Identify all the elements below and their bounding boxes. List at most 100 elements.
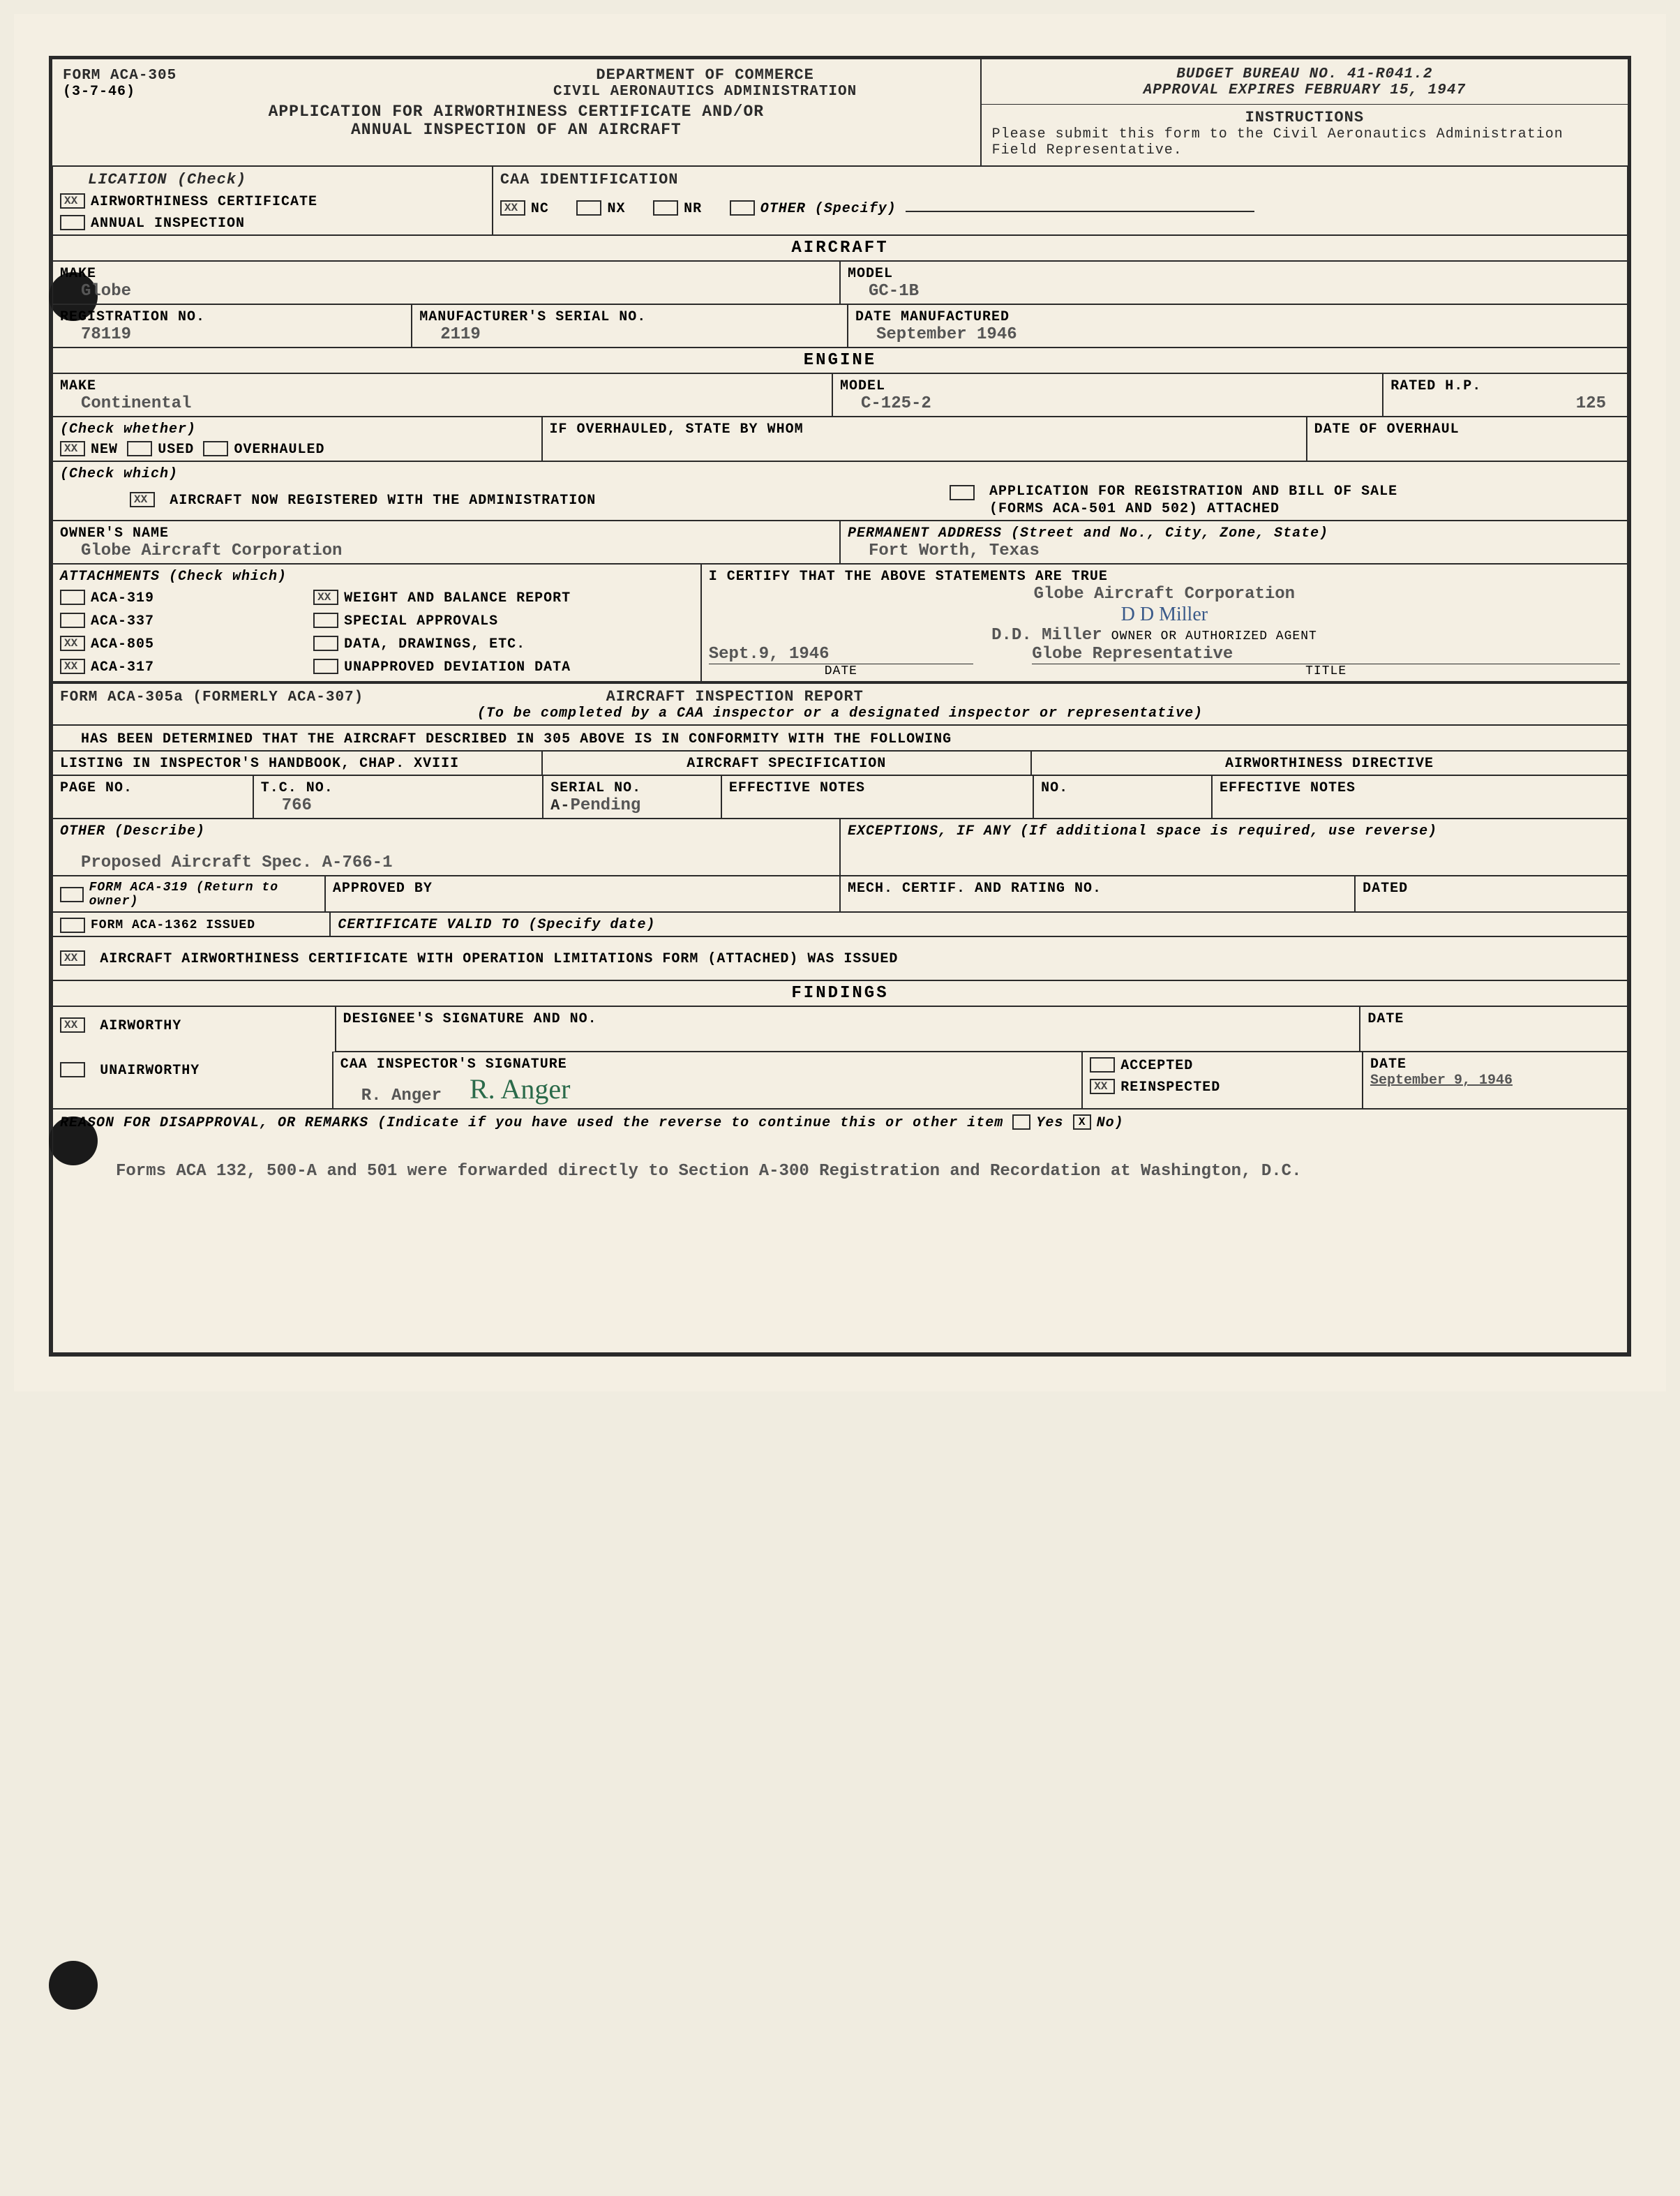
aca1362-checkbox[interactable]: [60, 918, 85, 933]
other-describe-value: Proposed Aircraft Spec. A-766-1: [81, 853, 832, 872]
form-number-label: FORM ACA-305: [63, 68, 177, 84]
findings-section-title: FINDINGS: [52, 980, 1628, 1006]
application-reg-label-1: APPLICATION FOR REGISTRATION AND BILL OF…: [989, 484, 1397, 500]
designee-sig-label: DESIGNEE'S SIGNATURE AND NO.: [343, 1011, 1353, 1027]
deviation-checkbox[interactable]: [313, 659, 338, 674]
wbr-label: WEIGHT AND BALANCE REPORT: [344, 590, 571, 606]
form-title-1: APPLICATION FOR AIRWORTHINESS CERTIFICAT…: [63, 103, 970, 121]
serial-no-label: MANUFACTURER'S SERIAL NO.: [419, 309, 840, 325]
owner-name-label: OWNER'S NAME: [60, 525, 832, 541]
spec-label: AIRCRAFT SPECIFICATION: [687, 756, 886, 772]
engine-section-title: ENGINE: [52, 348, 1628, 373]
aircraft-make-value: Globe: [81, 282, 832, 301]
other-label: OTHER (Specify): [760, 201, 897, 217]
used-checkbox[interactable]: [127, 441, 152, 456]
admin-label: CIVIL AERONAUTICS ADMINISTRATION: [441, 84, 970, 100]
overhaul-by-label: IF OVERHAULED, STATE BY WHOM: [550, 421, 1299, 438]
cert-issued-checkbox[interactable]: [60, 950, 85, 966]
determined-label: HAS BEEN DETERMINED THAT THE AIRCRAFT DE…: [81, 731, 952, 747]
aircraft-model-value: GC-1B: [869, 282, 1620, 301]
instructions-text: Please submit this form to the Civil Aer…: [992, 126, 1617, 158]
application-reg-checkbox[interactable]: [950, 485, 975, 500]
form-page: FORM ACA-305 (3-7-46) DEPARTMENT OF COMM…: [14, 14, 1666, 1391]
overhaul-date-label: DATE OF OVERHAUL: [1314, 421, 1620, 438]
aircraft-model-label: MODEL: [848, 266, 1620, 282]
aca805-label: ACA-805: [91, 636, 154, 652]
airworthiness-checkbox[interactable]: [60, 193, 85, 209]
annual-inspection-checkbox[interactable]: [60, 215, 85, 230]
new-checkbox[interactable]: [60, 441, 85, 456]
punch-hole: [49, 1961, 98, 2010]
aca319-return-checkbox[interactable]: [60, 887, 84, 902]
airworthy-checkbox[interactable]: [60, 1017, 85, 1033]
inspection-form-no: FORM ACA-305a (FORMERLY ACA-307): [60, 689, 363, 705]
airworthy-label: AIRWORTHY: [100, 1018, 181, 1034]
aca319-label: ACA-319: [91, 590, 154, 606]
other-specify-line[interactable]: [906, 211, 1254, 212]
cert-title-value: Globe Representative: [1032, 645, 1233, 664]
nx-checkbox[interactable]: [576, 200, 601, 216]
tc-no-value: 766: [282, 796, 535, 815]
cert-signature: D D Miller: [709, 604, 1620, 626]
certify-label: I CERTIFY THAT THE ABOVE STATEMENTS ARE …: [709, 569, 1620, 585]
cert-name: D.D. Miller: [991, 626, 1102, 645]
inspection-title: AIRCRAFT INSPECTION REPORT: [606, 688, 864, 705]
accepted-checkbox[interactable]: [1090, 1057, 1115, 1073]
listing-label: LISTING IN INSPECTOR'S HANDBOOK, CHAP. X…: [60, 756, 534, 772]
approved-by-label: APPROVED BY: [333, 881, 832, 897]
caa-inspector-name: R. Anger: [361, 1086, 442, 1105]
aca337-checkbox[interactable]: [60, 613, 85, 628]
data-checkbox[interactable]: [313, 636, 338, 651]
aca319-checkbox[interactable]: [60, 590, 85, 605]
nx-label: NX: [607, 201, 625, 217]
insp-serial-value: Pending: [570, 796, 640, 815]
aca1362-label: FORM ACA-1362 ISSUED: [91, 918, 255, 932]
registered-checkbox[interactable]: [130, 492, 155, 507]
nc-checkbox[interactable]: [500, 200, 525, 216]
accepted-label: ACCEPTED: [1120, 1058, 1193, 1074]
caa-inspector-signature: R. Anger: [470, 1073, 570, 1105]
registered-label: AIRCRAFT NOW REGISTERED WITH THE ADMINIS…: [170, 493, 596, 509]
aca805-checkbox[interactable]: [60, 636, 85, 651]
wbr-checkbox[interactable]: [313, 590, 338, 605]
insp-serial-label: SERIAL NO.: [550, 780, 714, 796]
aca317-label: ACA-317: [91, 659, 154, 675]
findings-date-label-1: DATE: [1367, 1011, 1620, 1027]
aca337-label: ACA-337: [91, 613, 154, 629]
overhauled-checkbox[interactable]: [203, 441, 228, 456]
dated-label: DATED: [1363, 881, 1620, 897]
caa-id-label: CAA IDENTIFICATION: [500, 171, 1620, 188]
owner-address-value: Fort Worth, Texas: [869, 541, 1620, 560]
reverse-no-checkbox[interactable]: X: [1073, 1114, 1091, 1130]
owner-address-label: PERMANENT ADDRESS (Street and No., City,…: [848, 525, 1620, 541]
form-container: FORM ACA-305 (3-7-46) DEPARTMENT OF COMM…: [49, 56, 1631, 1357]
other-checkbox[interactable]: [730, 200, 755, 216]
data-label: DATA, DRAWINGS, ETC.: [344, 636, 525, 652]
findings-date-value: September 9, 1946: [1370, 1073, 1620, 1089]
nc-label: NC: [531, 201, 549, 217]
deviation-label: UNAPPROVED DEVIATION DATA: [344, 659, 571, 675]
reverse-yes-checkbox[interactable]: [1012, 1114, 1030, 1130]
attachments-label: ATTACHMENTS (Check which): [60, 569, 693, 585]
unairworthy-checkbox[interactable]: [60, 1062, 85, 1077]
engine-model-label: MODEL: [840, 378, 1375, 394]
special-checkbox[interactable]: [313, 613, 338, 628]
reinspected-checkbox[interactable]: [1090, 1079, 1115, 1094]
rated-hp-value: 125: [1411, 394, 1606, 413]
no-label: NO.: [1041, 780, 1204, 796]
serial-no-value: 2119: [440, 325, 840, 344]
eff-notes-label-2: EFFECTIVE NOTES: [1220, 780, 1620, 796]
aca317-checkbox[interactable]: [60, 659, 85, 674]
form-date: (3-7-46): [63, 84, 441, 100]
check-which-label: (Check which): [60, 466, 1620, 482]
aircraft-section-title: AIRCRAFT: [52, 235, 1628, 261]
no-label: No): [1097, 1115, 1124, 1131]
reg-no-label: REGISTRATION NO.: [60, 309, 404, 325]
nr-checkbox[interactable]: [653, 200, 678, 216]
reg-no-value: 78119: [81, 325, 404, 344]
airworthiness-label: AIRWORTHINESS CERTIFICATE: [91, 194, 317, 210]
new-label: NEW: [91, 442, 118, 458]
reason-label: REASON FOR DISAPPROVAL, OR REMARKS (Indi…: [60, 1115, 1003, 1131]
instructions-title: INSTRUCTIONS: [992, 109, 1617, 126]
cert-company: Globe Aircraft Corporation: [709, 585, 1620, 604]
